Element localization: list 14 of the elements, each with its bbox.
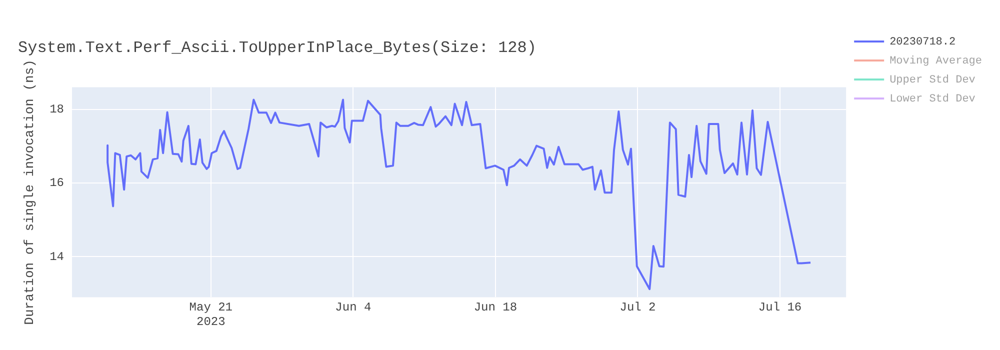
- y-tick-label: 18: [50, 102, 64, 116]
- y-tick-label: 16: [50, 176, 64, 190]
- x-tick-label: Jul 16: [758, 300, 802, 315]
- y-axis-title: Duration of single invocation (ns): [22, 60, 38, 325]
- x-tick-label: Jun 18: [474, 300, 518, 315]
- x-tick-label: May 21 2023: [189, 300, 233, 329]
- y-tick-label: 14: [50, 250, 64, 264]
- x-tick-label: Jun 4: [335, 300, 372, 315]
- legend-label: Upper Std Dev: [890, 74, 976, 86]
- legend-label: 20230718.2: [890, 36, 956, 48]
- x-tick-label: Jul 2: [620, 300, 656, 315]
- chart-title: System.Text.Perf_Ascii.ToUpperInPlace_Bytes(Size: 128): [18, 38, 536, 57]
- legend-label: Lower Std Dev: [890, 93, 976, 106]
- legend-label: Moving Average: [890, 55, 982, 68]
